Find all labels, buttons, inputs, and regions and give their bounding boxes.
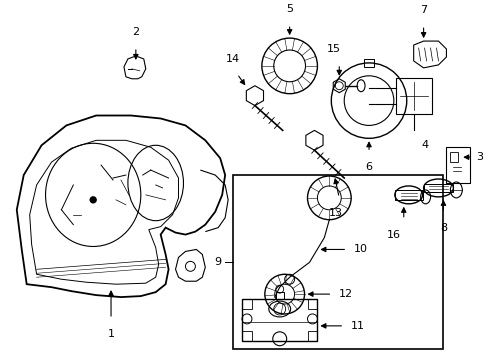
- Bar: [364, 59, 373, 67]
- Bar: [242, 299, 317, 341]
- Text: 3: 3: [475, 152, 482, 162]
- Bar: [446, 147, 469, 183]
- Bar: [307, 299, 317, 309]
- Bar: [449, 152, 457, 162]
- Text: 10: 10: [353, 244, 367, 255]
- Bar: [423, 184, 452, 192]
- Text: 11: 11: [350, 321, 365, 331]
- Circle shape: [90, 197, 96, 203]
- Bar: [395, 78, 431, 113]
- Text: 5: 5: [285, 4, 292, 14]
- Text: 7: 7: [419, 5, 427, 15]
- Bar: [242, 331, 251, 341]
- Bar: [307, 331, 317, 341]
- Text: 12: 12: [339, 289, 353, 299]
- Text: 1: 1: [107, 329, 114, 339]
- Bar: [233, 175, 443, 349]
- Text: 15: 15: [326, 44, 341, 54]
- Bar: [394, 190, 422, 200]
- Bar: [275, 292, 283, 299]
- Bar: [242, 299, 251, 309]
- Text: 9: 9: [214, 257, 221, 267]
- Text: 2: 2: [132, 27, 139, 37]
- Text: 13: 13: [328, 208, 343, 218]
- Text: 4: 4: [421, 140, 428, 150]
- Text: 16: 16: [386, 230, 400, 240]
- Text: 14: 14: [225, 54, 240, 64]
- Text: 8: 8: [439, 223, 446, 233]
- Text: 6: 6: [365, 162, 372, 172]
